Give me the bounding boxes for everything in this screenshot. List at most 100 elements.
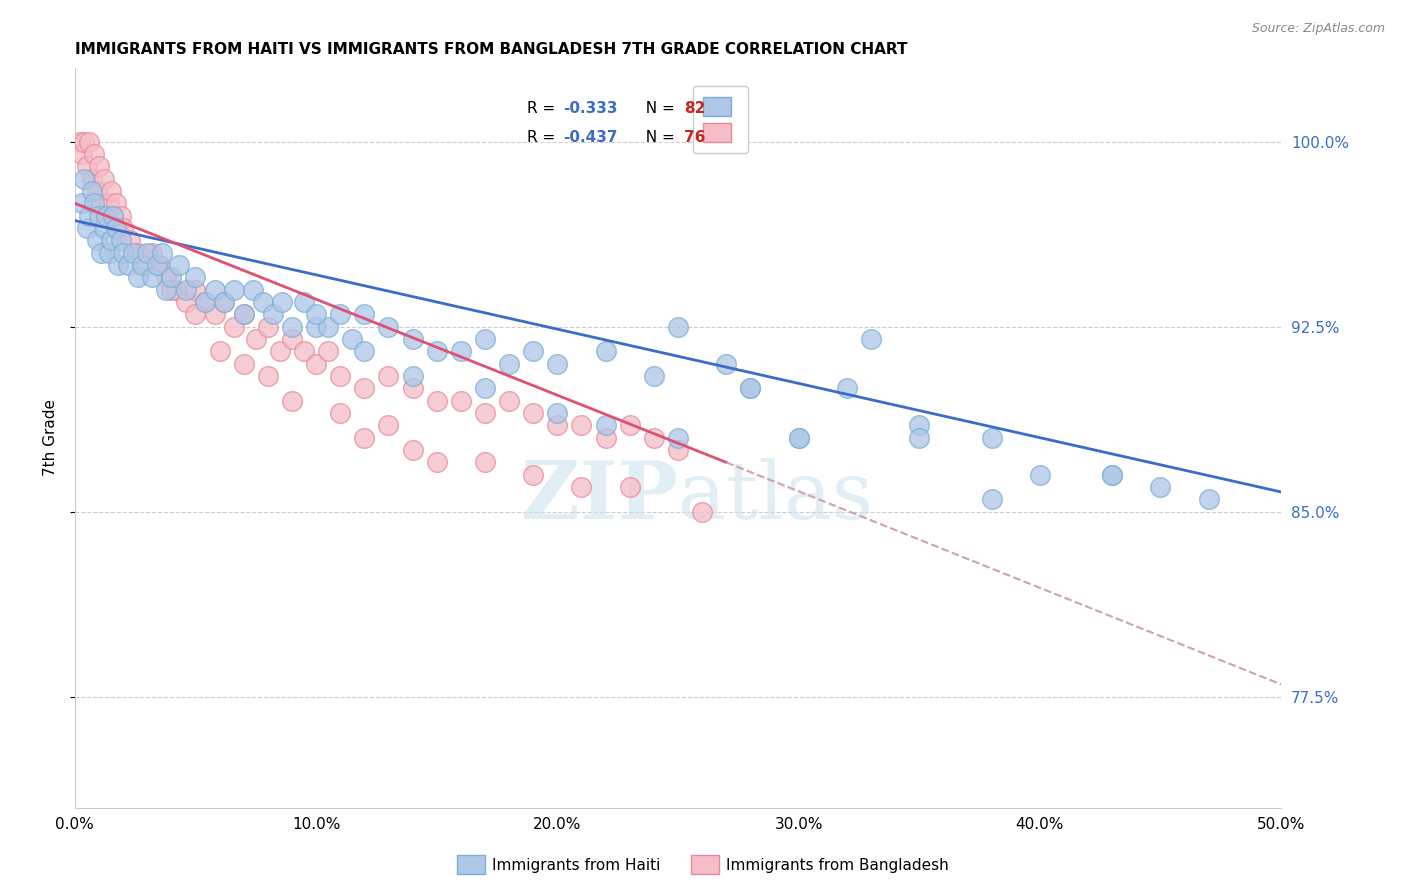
- Point: [595, 344, 617, 359]
- Point: [450, 393, 472, 408]
- Text: N =: N =: [636, 130, 679, 145]
- Point: [104, 196, 127, 211]
- Point: [571, 480, 593, 494]
- Point: [980, 492, 1002, 507]
- Point: [80, 171, 103, 186]
- Point: [474, 406, 496, 420]
- Point: [184, 307, 207, 321]
- Point: [1101, 467, 1123, 482]
- Point: [281, 319, 304, 334]
- Point: [1149, 480, 1171, 494]
- Point: [316, 319, 339, 334]
- Point: [148, 258, 170, 272]
- Point: [155, 270, 177, 285]
- Text: ZIP: ZIP: [522, 458, 678, 536]
- Point: [980, 431, 1002, 445]
- Point: [498, 357, 520, 371]
- Point: [174, 295, 197, 310]
- Point: [401, 381, 423, 395]
- Point: [222, 283, 245, 297]
- Point: [690, 505, 713, 519]
- Point: [281, 393, 304, 408]
- Text: 76: 76: [683, 130, 706, 145]
- Point: [110, 233, 132, 247]
- Point: [155, 283, 177, 297]
- Point: [329, 307, 352, 321]
- Point: [117, 258, 139, 272]
- Point: [714, 357, 737, 371]
- Point: [160, 283, 183, 297]
- Point: [474, 455, 496, 469]
- Legend: , : ,: [693, 87, 748, 153]
- Point: [1029, 467, 1052, 482]
- Point: [666, 319, 689, 334]
- Point: [546, 418, 568, 433]
- Point: [835, 381, 858, 395]
- Point: [571, 418, 593, 433]
- Point: [86, 184, 108, 198]
- Y-axis label: 7th Grade: 7th Grade: [44, 399, 58, 476]
- Point: [256, 319, 278, 334]
- Point: [426, 393, 449, 408]
- Point: [103, 209, 125, 223]
- Point: [90, 245, 112, 260]
- Point: [401, 369, 423, 384]
- Text: Source: ZipAtlas.com: Source: ZipAtlas.com: [1251, 22, 1385, 36]
- Point: [522, 467, 544, 482]
- Point: [232, 307, 254, 321]
- Point: [252, 295, 274, 310]
- Point: [401, 332, 423, 346]
- Point: [619, 418, 641, 433]
- Point: [256, 369, 278, 384]
- Point: [474, 332, 496, 346]
- Point: [97, 245, 120, 260]
- Text: R =: R =: [527, 130, 560, 145]
- Point: [271, 295, 294, 310]
- Point: [353, 307, 375, 321]
- Point: [80, 184, 103, 198]
- Point: [292, 295, 315, 310]
- Point: [104, 221, 127, 235]
- Point: [73, 135, 96, 149]
- Point: [87, 209, 110, 223]
- Point: [97, 196, 120, 211]
- Text: atlas: atlas: [678, 458, 873, 536]
- Text: IMMIGRANTS FROM HAITI VS IMMIGRANTS FROM BANGLADESH 7TH GRADE CORRELATION CHART: IMMIGRANTS FROM HAITI VS IMMIGRANTS FROM…: [75, 42, 907, 57]
- Point: [160, 270, 183, 285]
- Point: [329, 369, 352, 384]
- Point: [112, 221, 135, 235]
- Point: [94, 209, 117, 223]
- Point: [269, 344, 291, 359]
- Point: [127, 270, 149, 285]
- Point: [194, 295, 217, 310]
- Legend: Immigrants from Haiti, Immigrants from Bangladesh: Immigrants from Haiti, Immigrants from B…: [451, 849, 955, 880]
- Point: [245, 332, 267, 346]
- Point: [908, 418, 931, 433]
- Point: [232, 307, 254, 321]
- Point: [426, 455, 449, 469]
- Point: [242, 283, 264, 297]
- Point: [90, 196, 112, 211]
- Text: -0.333: -0.333: [564, 101, 617, 116]
- Point: [100, 233, 122, 247]
- Point: [73, 171, 96, 186]
- Point: [595, 431, 617, 445]
- Point: [546, 357, 568, 371]
- Point: [740, 381, 762, 395]
- Text: R =: R =: [527, 101, 560, 116]
- Point: [787, 431, 810, 445]
- Point: [134, 258, 156, 272]
- Point: [107, 221, 129, 235]
- Point: [522, 406, 544, 420]
- Point: [204, 283, 226, 297]
- Point: [908, 431, 931, 445]
- Point: [222, 319, 245, 334]
- Point: [232, 357, 254, 371]
- Point: [450, 344, 472, 359]
- Point: [643, 431, 665, 445]
- Point: [93, 221, 115, 235]
- Point: [100, 184, 122, 198]
- Point: [77, 135, 100, 149]
- Point: [859, 332, 882, 346]
- Point: [740, 381, 762, 395]
